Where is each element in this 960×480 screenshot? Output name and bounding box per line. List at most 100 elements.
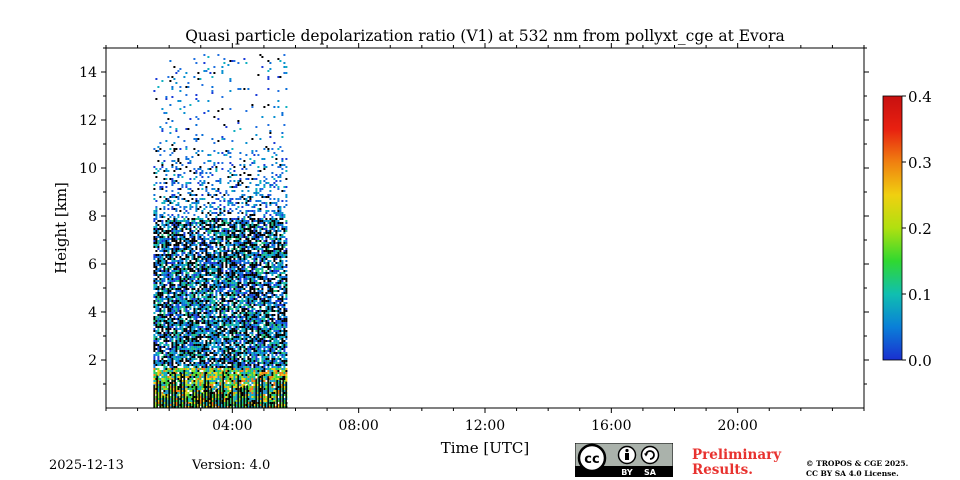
heatmap-cell bbox=[229, 330, 232, 332]
heatmap-cell bbox=[257, 74, 260, 76]
heatmap-cell bbox=[237, 272, 240, 274]
heatmap-cell bbox=[159, 332, 162, 334]
heatmap-cell bbox=[249, 336, 252, 338]
heatmap-cell bbox=[255, 282, 258, 284]
heatmap-cell bbox=[257, 332, 260, 334]
heatmap-cell bbox=[245, 242, 248, 244]
heatmap-cell bbox=[209, 286, 212, 288]
heatmap-cell bbox=[189, 398, 192, 400]
heatmap-cell bbox=[219, 328, 222, 330]
heatmap-cell bbox=[251, 372, 254, 374]
heatmap-cell bbox=[173, 142, 176, 144]
heatmap-cell bbox=[235, 352, 238, 354]
heatmap-cell bbox=[233, 342, 236, 344]
heatmap-cell bbox=[205, 274, 208, 276]
heatmap-cell bbox=[157, 398, 160, 400]
heatmap-cell bbox=[209, 314, 212, 316]
heatmap-cell bbox=[235, 358, 238, 360]
heatmap-cell bbox=[193, 324, 196, 326]
heatmap-cell bbox=[197, 326, 200, 328]
heatmap-cell bbox=[227, 236, 230, 238]
heatmap-cell bbox=[227, 278, 230, 280]
heatmap-cell bbox=[239, 260, 242, 262]
heatmap-cell bbox=[187, 276, 190, 278]
heatmap-cell bbox=[213, 226, 216, 228]
heatmap-cell bbox=[191, 292, 194, 294]
heatmap-cell bbox=[185, 262, 188, 264]
heatmap-cell bbox=[171, 196, 174, 198]
heatmap-cell bbox=[237, 260, 240, 262]
heatmap-cell bbox=[205, 366, 208, 368]
heatmap-cell bbox=[235, 290, 238, 292]
heatmap-cell bbox=[221, 268, 224, 270]
heatmap-cell bbox=[241, 194, 244, 196]
heatmap-cell bbox=[247, 320, 250, 322]
heatmap-cell bbox=[223, 344, 226, 346]
heatmap-cell bbox=[245, 204, 248, 206]
heatmap-cell bbox=[159, 374, 162, 376]
heatmap-cell bbox=[185, 244, 188, 246]
heatmap-cell bbox=[255, 360, 258, 362]
heatmap-cell bbox=[181, 258, 184, 260]
heatmap-cell bbox=[191, 320, 194, 322]
heatmap-cell bbox=[249, 292, 252, 294]
heatmap-cell bbox=[177, 232, 180, 234]
heatmap-cell bbox=[239, 346, 242, 348]
heatmap-cell bbox=[179, 338, 182, 340]
heatmap-cell bbox=[251, 306, 254, 308]
heatmap-cell bbox=[161, 350, 164, 352]
heatmap-cell bbox=[253, 266, 256, 268]
heatmap-cell bbox=[213, 270, 216, 272]
heatmap-cell bbox=[171, 230, 174, 232]
heatmap-cell bbox=[251, 288, 254, 290]
heatmap-cell bbox=[247, 174, 250, 176]
heatmap-cell bbox=[257, 374, 260, 376]
heatmap-cell bbox=[155, 270, 158, 272]
heatmap-cell bbox=[161, 384, 164, 386]
heatmap-cell bbox=[205, 364, 208, 366]
heatmap-cell bbox=[173, 246, 176, 248]
heatmap-cell bbox=[233, 288, 236, 290]
heatmap-cell bbox=[263, 222, 266, 224]
heatmap-cell bbox=[261, 260, 264, 262]
heatmap-cell bbox=[251, 348, 254, 350]
heatmap-cell bbox=[177, 266, 180, 268]
heatmap-cell bbox=[167, 262, 170, 264]
heatmap-cell bbox=[241, 392, 244, 394]
heatmap-cell bbox=[183, 212, 186, 214]
heatmap-cell bbox=[213, 234, 216, 236]
heatmap-cell bbox=[169, 308, 172, 310]
heatmap-cell bbox=[257, 278, 260, 280]
heatmap-cell bbox=[235, 276, 238, 278]
heatmap-cell bbox=[213, 232, 216, 234]
heatmap-cell bbox=[197, 304, 200, 306]
heatmap-cell bbox=[189, 384, 192, 386]
heatmap-cell bbox=[251, 280, 254, 282]
heatmap-cell bbox=[245, 224, 248, 226]
heatmap-cell bbox=[223, 354, 226, 356]
heatmap-cell bbox=[249, 158, 252, 160]
heatmap-cell bbox=[157, 268, 160, 270]
heatmap-cell bbox=[253, 304, 256, 306]
heatmap-cell bbox=[185, 342, 188, 344]
heatmap-cell bbox=[261, 250, 264, 252]
heatmap-cell bbox=[163, 372, 166, 374]
heatmap-cell bbox=[185, 390, 188, 392]
heatmap-cell bbox=[175, 330, 178, 332]
heatmap-cell bbox=[253, 322, 256, 324]
heatmap-cell bbox=[249, 348, 252, 350]
heatmap-cell bbox=[163, 226, 166, 228]
heatmap-cell bbox=[205, 206, 208, 208]
heatmap-cell bbox=[211, 272, 214, 274]
heatmap-cell bbox=[169, 298, 172, 300]
heatmap-cell bbox=[227, 284, 230, 286]
heatmap-cell bbox=[239, 262, 242, 264]
heatmap-cell bbox=[225, 384, 228, 386]
heatmap-cell bbox=[253, 300, 256, 302]
heatmap-cell bbox=[253, 210, 256, 212]
heatmap-cell bbox=[205, 292, 208, 294]
heatmap-cell bbox=[189, 386, 192, 388]
heatmap-cell bbox=[207, 344, 210, 346]
heatmap-cell bbox=[201, 306, 204, 308]
heatmap-cell bbox=[201, 384, 204, 386]
